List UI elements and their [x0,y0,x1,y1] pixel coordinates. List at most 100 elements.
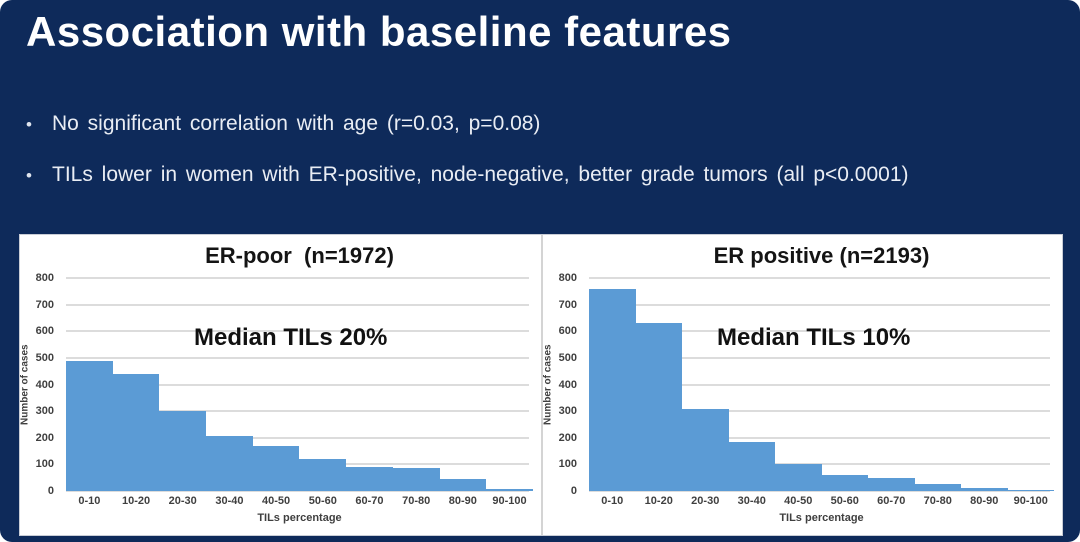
y-tick-label: 300 [35,405,54,418]
gridline [66,490,529,492]
plot-area: Median TILs 20% [66,277,533,492]
histogram-bar [392,467,440,491]
y-tick-label: 600 [558,325,577,338]
x-axis-title: TILs percentage [257,512,342,524]
histogram-bar [206,435,253,491]
median-annotation: Median TILs 10% [717,324,911,351]
histogram-bar [728,441,775,491]
x-tick-label: 90-100 [492,495,527,507]
histogram-bar [821,474,868,491]
y-tick-label: 300 [558,405,577,418]
gridline [589,436,1050,439]
y-tick-label: 700 [558,298,577,311]
x-tick-label: 70-80 [402,495,431,507]
gridline [66,330,529,333]
gridline [589,277,1050,279]
bullet-item: • TILs lower in women with ER-positive, … [26,163,909,187]
histogram-bar [486,488,533,491]
bullet-dot-icon: • [26,166,32,185]
histogram-bar [439,479,487,491]
gridline [66,356,529,359]
x-tick-label: 10-20 [644,495,673,507]
histogram-bar [299,458,347,491]
x-tick-label: 80-90 [448,495,477,507]
histogram-bar [66,360,113,491]
gridline [589,330,1050,333]
histogram-bar [635,323,682,491]
chart-er-poor: ER-poor (n=1972) Number of cases 0 100 200… [20,235,541,535]
y-tick-label: 800 [35,272,54,284]
y-tick-label: 100 [558,458,577,471]
x-tick-label: 90-100 [1013,495,1048,507]
x-tick-label: 10-20 [121,495,151,507]
histogram-bar [252,445,300,491]
gridline [66,277,529,279]
histogram-bar [346,466,393,491]
x-tick-label: 20-30 [168,495,197,507]
x-tick-label: 40-50 [262,495,291,507]
x-tick-label: 40-50 [784,495,813,507]
bars [589,278,1054,491]
gridline [589,356,1050,359]
x-tick-label: 30-40 [737,495,766,507]
bullet-item: • No significant correlation with age (r… [26,112,909,136]
histogram-bar [914,483,961,491]
bullet-dot-icon: • [26,115,32,134]
y-axis: 0 100 200 300 400 500 600 700 800 [20,272,60,497]
y-tick-label: 200 [558,431,577,444]
gridline [589,303,1050,306]
x-tick-label: 70-80 [923,495,952,507]
gridline [66,410,529,413]
histogram-bar [112,374,160,491]
y-tick-label: 0 [570,485,577,497]
bullet-text: No significant correlation with age (r=0… [52,112,541,135]
histogram-bar [775,464,822,491]
x-axis: 0-10 10-20 20-30 30-40 40-50 50-60 60-70 70-80 8… [589,495,1054,507]
gridline [589,490,1050,492]
y-tick-label: 0 [47,485,54,497]
x-tick-label: 0-10 [78,495,101,507]
x-tick-label: 30-40 [215,495,244,507]
y-tick-label: 700 [35,298,54,311]
x-tick-label: 60-70 [355,495,384,507]
y-tick-label: 800 [558,272,577,284]
x-tick-label: 20-30 [691,495,720,507]
charts-panel: ER-poor (n=1972) Number of cases 0 100 200… [19,234,1063,536]
y-tick-label: 400 [558,378,577,391]
y-tick-label: 500 [35,351,54,364]
x-tick-label: 0-10 [601,495,624,507]
gridline [66,303,529,306]
y-tick-label: 400 [35,378,54,391]
histogram-bar [589,288,636,491]
x-tick-label: 80-90 [970,495,999,507]
chart-er-positive: ER positive (n=2193) Number of cases 0 10… [541,235,1062,535]
histogram-bar [682,409,729,491]
y-tick-label: 500 [558,351,577,364]
histogram-bar [1007,489,1054,491]
plot-area: Median TILs 10% [589,277,1054,492]
gridline [589,383,1050,386]
x-axis: 0-10 10-20 20-30 30-40 40-50 50-60 60-70 70-80 8… [66,495,533,507]
median-annotation: Median TILs 20% [194,324,388,351]
y-tick-label: 200 [35,431,54,444]
histogram-bar [961,487,1008,491]
histogram-bar [159,411,207,491]
bullet-list: • No significant correlation with age (r… [26,112,909,214]
y-axis: 0 100 200 300 400 500 600 700 800 [543,272,583,497]
histogram-bar [868,477,915,491]
gridline [66,436,529,439]
chart-title: ER positive (n=2193) [713,243,930,268]
x-tick-label: 60-70 [877,495,906,507]
bars [66,278,533,491]
page-title: Association with baseline features [26,8,732,55]
x-tick-label: 50-60 [308,495,337,507]
y-tick-label: 100 [35,458,54,471]
chart-title: ER-poor (n=1972) [205,243,394,268]
x-axis-title: TILs percentage [779,512,864,524]
bullet-text: TILs lower in women with ER-positive, no… [52,163,909,186]
y-tick-label: 600 [35,325,54,338]
gridline [66,383,529,386]
gridline [589,410,1050,413]
x-tick-label: 50-60 [830,495,859,507]
